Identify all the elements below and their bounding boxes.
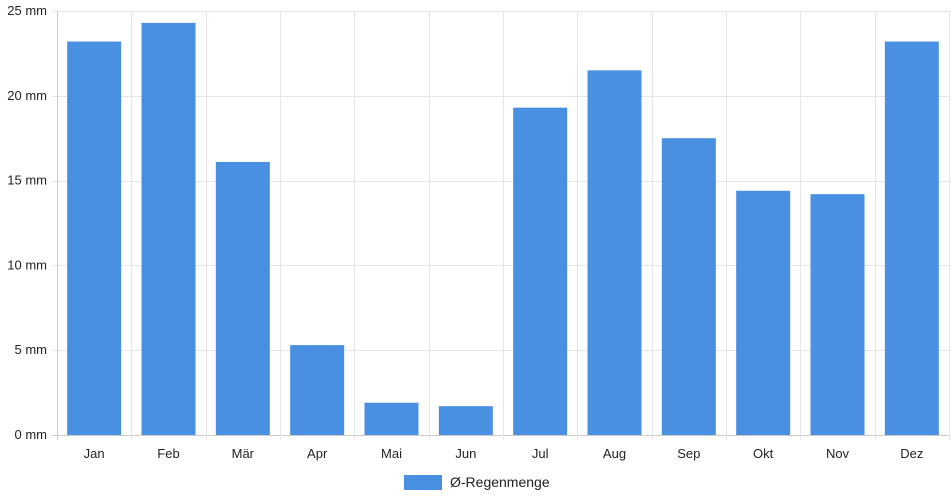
x-tick-label: Mär: [232, 446, 255, 461]
y-tick-label: 25 mm: [7, 3, 47, 18]
bar: [364, 402, 419, 435]
y-axis: 0 mm 5 mm 10 mm 15 mm 20 mm 25 mm: [7, 3, 47, 442]
x-tick-label: Mai: [381, 446, 402, 461]
y-tick-label: 10 mm: [7, 257, 47, 272]
legend-label: Ø-Regenmenge: [450, 474, 550, 490]
x-tick-label: Jan: [84, 446, 105, 461]
x-tick-label: Dez: [900, 446, 923, 461]
y-tick-label: 5 mm: [15, 342, 48, 357]
bar: [587, 70, 642, 436]
x-tick-label: Okt: [753, 446, 774, 461]
bar: [661, 138, 716, 435]
bar: [736, 190, 791, 435]
bar: [513, 107, 568, 435]
x-tick-label: Aug: [603, 446, 626, 461]
legend: Ø-Regenmenge: [404, 474, 550, 490]
y-tick-label: 20 mm: [7, 88, 47, 103]
chart-grid: [52, 11, 950, 440]
x-tick-label: Jul: [532, 446, 549, 461]
bar: [884, 41, 939, 435]
bar: [810, 194, 865, 435]
x-tick-label: Apr: [307, 446, 328, 461]
bar-series: [67, 22, 939, 436]
x-tick-label: Nov: [826, 446, 850, 461]
x-axis: Jan Feb Mär Apr Mai Jun Jul Aug Sep Okt Nov Dez: [84, 446, 924, 461]
bar: [438, 406, 493, 435]
x-tick-label: Sep: [677, 446, 700, 461]
bar: [67, 41, 122, 435]
x-tick-label: Feb: [157, 446, 179, 461]
legend-swatch: [404, 475, 442, 490]
bar: [290, 345, 345, 435]
y-tick-label: 0 mm: [15, 427, 48, 442]
x-tick-label: Jun: [455, 446, 476, 461]
bar: [215, 161, 270, 435]
y-tick-label: 15 mm: [7, 173, 47, 188]
bar: [141, 22, 196, 435]
